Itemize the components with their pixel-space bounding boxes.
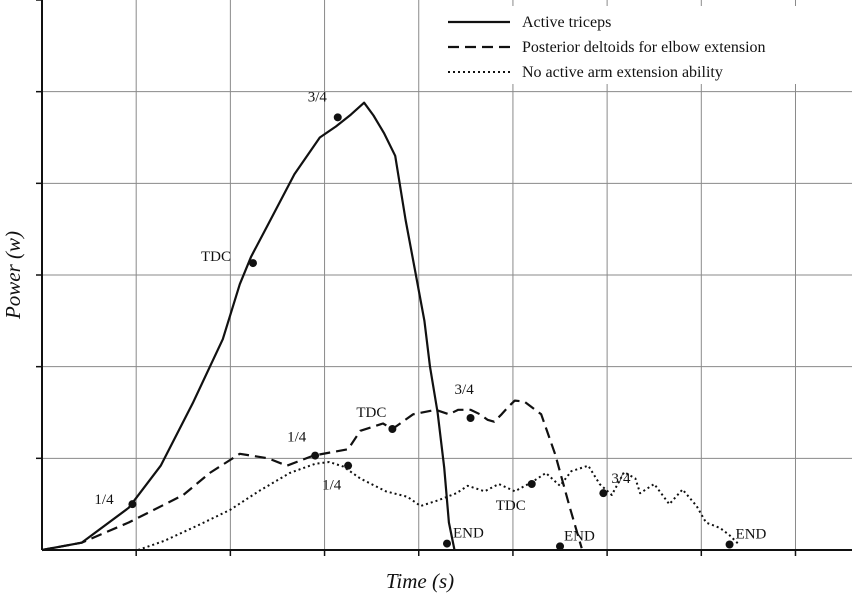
markers-group: 1/4 TDC 3/4 END 1/4 TDC 3/4 END 1/4 TDC 3/4 END <box>94 89 767 551</box>
legend: Active triceps Posterior deltoids for elb… <box>438 6 848 84</box>
axes <box>36 0 852 556</box>
x-axis-label: Time (s) <box>386 569 454 593</box>
event-label: END <box>736 527 767 543</box>
y-axis-label: Power (w) <box>1 231 25 320</box>
series-group <box>41 101 740 552</box>
event-label: END <box>564 528 595 544</box>
legend-background <box>438 6 848 84</box>
series-line-dashed <box>41 399 583 552</box>
event-label: TDC <box>356 405 386 421</box>
event-label: 1/4 <box>94 492 114 508</box>
series-line-solid <box>41 101 456 552</box>
grid <box>42 0 852 550</box>
event-label: TDC <box>201 249 231 265</box>
legend-entry-label: Posterior deltoids for elbow extension <box>522 39 766 56</box>
event-marker <box>527 480 536 488</box>
event-marker <box>311 451 320 460</box>
event-marker <box>344 461 353 470</box>
legend-entry-label: No active arm extension ability <box>522 64 723 81</box>
event-label: END <box>453 526 484 542</box>
event-label: 3/4 <box>455 382 475 398</box>
event-label: 3/4 <box>308 89 328 105</box>
event-marker <box>556 542 565 551</box>
event-label: 3/4 <box>611 471 631 487</box>
event-label: 1/4 <box>287 430 307 446</box>
event-marker <box>388 425 397 433</box>
event-marker <box>248 259 257 268</box>
legend-entry-label: Active triceps <box>522 14 611 31</box>
event-marker <box>443 539 451 548</box>
event-label: TDC <box>496 498 526 514</box>
series-line-dotted <box>137 461 740 551</box>
event-marker <box>725 540 734 549</box>
event-marker <box>466 414 475 422</box>
event-marker <box>333 113 342 122</box>
event-marker <box>599 489 608 498</box>
event-marker <box>128 500 137 509</box>
event-label: 1/4 <box>322 478 342 494</box>
